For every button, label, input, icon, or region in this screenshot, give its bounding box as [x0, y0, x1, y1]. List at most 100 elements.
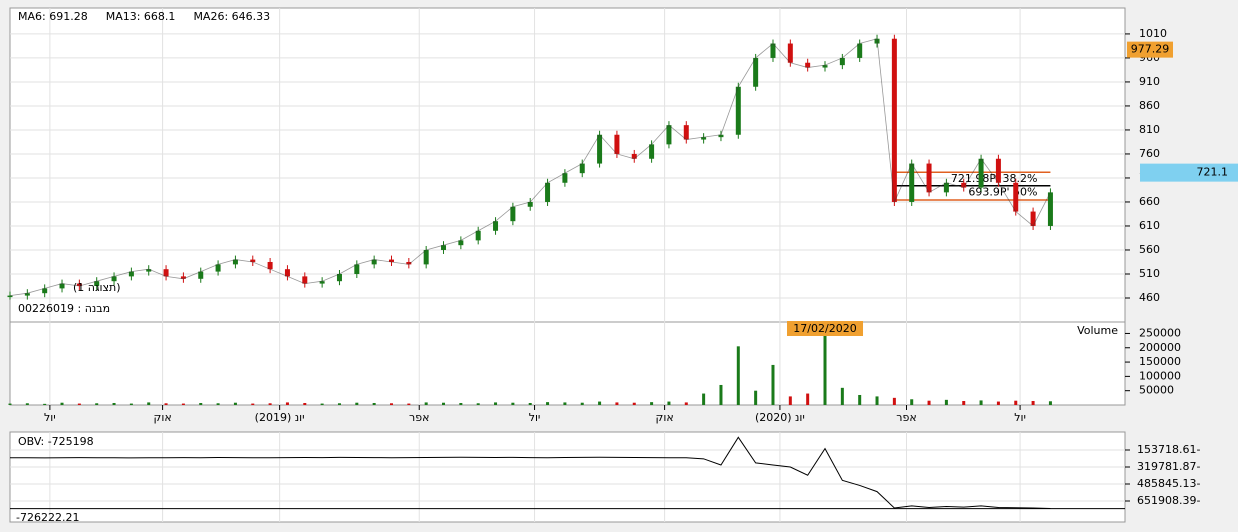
volume-label: Volume	[1077, 324, 1118, 337]
price-candle	[354, 264, 360, 274]
volume-bar	[858, 394, 862, 405]
price-candle	[1030, 211, 1036, 226]
volume-bar	[95, 403, 99, 405]
volume-bar	[424, 402, 428, 405]
volume-bar	[164, 403, 168, 405]
price-candle	[215, 264, 221, 272]
volume-bar	[979, 400, 983, 405]
volume-bar	[1031, 400, 1035, 405]
price-candle	[891, 38, 897, 202]
price-candle	[59, 283, 65, 289]
indicator-label: MA6: 691.28	[18, 10, 88, 23]
x-tick-label: אפר	[409, 411, 429, 424]
obv-ref-label: -726222.21	[16, 511, 79, 524]
y-tick-label: 560	[1139, 243, 1160, 256]
y-tick-label: 200000	[1139, 341, 1181, 354]
view-label: (תצוגה 1)	[73, 281, 121, 294]
volume-bar	[285, 402, 289, 405]
y-tick-label: 485845.13-	[1137, 477, 1200, 490]
price-candle	[562, 173, 568, 183]
price-candle	[631, 153, 637, 159]
price-line	[9, 38, 1051, 296]
y-tick-label: 319781.87-	[1137, 460, 1200, 473]
cursor-box	[1127, 41, 1173, 58]
price-candle	[284, 269, 290, 277]
y-tick-label: 910	[1139, 75, 1160, 88]
price-panel	[9, 7, 1126, 406]
volume-bar	[60, 402, 64, 405]
y-tick-label: 510	[1139, 267, 1160, 280]
price-candle	[857, 43, 863, 58]
price-candle	[336, 273, 342, 282]
volume-bar	[927, 400, 931, 405]
volume-bar	[355, 402, 359, 405]
price-candle	[371, 259, 377, 265]
volume-bar	[754, 390, 758, 405]
y-tick-label: 760	[1139, 147, 1160, 160]
volume-bar	[389, 403, 393, 405]
price-candle	[76, 283, 82, 286]
volume-bar	[251, 403, 255, 405]
price-candle	[7, 295, 13, 298]
volume-bar	[650, 402, 654, 405]
price-candle	[666, 125, 672, 145]
cursor-label: 977.29	[1131, 43, 1170, 56]
price-candle	[961, 182, 967, 188]
volume-bar	[563, 402, 567, 405]
y-tick-label: 250000	[1139, 326, 1181, 339]
x-tick-label: יונ (2019)	[255, 411, 305, 424]
volume-bar	[233, 402, 237, 405]
x-tick-label: אפר	[896, 411, 916, 424]
price-candle	[267, 261, 273, 270]
price-candle	[839, 57, 845, 66]
volume-bar	[181, 403, 185, 405]
volume-bar	[112, 402, 116, 405]
price-candle	[146, 269, 152, 272]
volume-bar	[147, 402, 151, 405]
price-candle	[423, 249, 429, 265]
volume-bar	[216, 403, 220, 405]
price-candle	[111, 276, 117, 282]
price-candle	[579, 163, 585, 174]
price-candle	[180, 276, 186, 279]
volume-bar	[962, 400, 966, 405]
price-candle	[527, 201, 533, 207]
price-candle	[493, 221, 499, 231]
volume-bar	[407, 403, 411, 405]
price-candle	[24, 293, 30, 296]
volume-bar	[892, 397, 896, 405]
price-candle	[649, 144, 655, 159]
volume-bar	[615, 402, 619, 405]
volume-bar	[598, 401, 602, 405]
volume-bar	[459, 402, 463, 405]
price-candle	[926, 163, 932, 193]
price-candle	[683, 125, 689, 140]
volume-bar	[546, 402, 550, 405]
volume-bar	[910, 399, 914, 405]
price-candle	[614, 134, 620, 154]
price-candle	[406, 261, 412, 265]
volume-bar	[667, 401, 671, 405]
date-box	[787, 321, 864, 336]
volume-bar	[303, 402, 307, 405]
price-candle	[510, 206, 516, 222]
price-candle	[475, 230, 481, 241]
price-candle	[787, 43, 793, 63]
volume-bar	[320, 403, 324, 405]
volume-bar	[736, 346, 740, 405]
price-candle	[388, 259, 394, 262]
y-tick-label: 810	[1139, 123, 1160, 136]
y-tick-label: 150000	[1139, 355, 1181, 368]
volume-bar	[25, 403, 29, 405]
price-candle	[995, 158, 1001, 183]
price-candle	[943, 182, 949, 193]
volume-bar	[494, 402, 498, 405]
volume-bar	[442, 402, 446, 405]
price-candle	[128, 271, 134, 277]
x-tick-label: אוק	[154, 411, 172, 424]
x-tick-label: יול	[1014, 411, 1026, 424]
volume-bar	[337, 403, 341, 405]
price-candle	[597, 134, 603, 164]
obv-title: OBV: -725198	[18, 435, 94, 448]
